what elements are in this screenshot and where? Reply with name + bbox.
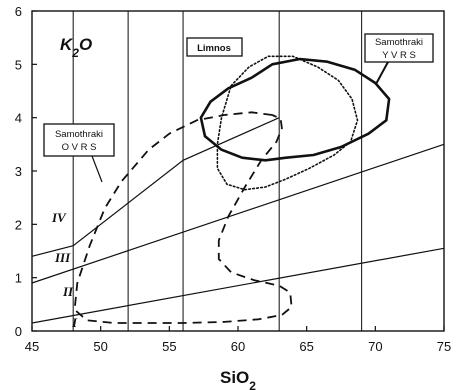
y-tick-label-6: 6 — [15, 4, 22, 19]
label-yvrs-line2: Y V R S — [382, 50, 416, 61]
plot-frame — [31, 10, 445, 332]
x-tick-label-60: 60 — [231, 339, 245, 354]
y-tick-label-1: 1 — [15, 271, 22, 286]
x-tick-label-55: 55 — [162, 339, 176, 354]
label-box-limnos-frame — [186, 37, 243, 57]
field-limnos — [216, 55, 359, 191]
label-yvrs-leader — [375, 61, 389, 85]
y-tick-label-5: 5 — [15, 57, 22, 72]
boundary-line-3 — [31, 117, 280, 257]
y-tick-label-2: 2 — [15, 217, 22, 232]
label-box-ovrs-frame — [43, 123, 115, 157]
y-tick-label-3: 3 — [15, 164, 22, 179]
label-box-limnos: Limnos — [186, 37, 243, 57]
x-tick-label-65: 65 — [299, 339, 313, 354]
x-tick-label-70: 70 — [368, 339, 382, 354]
series-label-iii: III — [54, 250, 71, 265]
label-box-ovrs: Samothraki O V R S — [43, 123, 115, 183]
boundary-lines — [31, 117, 445, 324]
label-ovrs-line1: Samothraki — [55, 129, 103, 140]
vertical-gridlines — [72, 11, 363, 331]
x-tick-label-50: 50 — [93, 339, 107, 354]
series-label-iv: IV — [51, 210, 67, 225]
compositional-fields — [73, 55, 391, 324]
x-axis-title: SiO2 — [220, 368, 256, 390]
panel-label: K2O — [60, 35, 92, 60]
x-tick-label-45: 45 — [25, 339, 39, 354]
plot-background — [32, 11, 444, 331]
label-ovrs-leader — [91, 155, 103, 183]
svg-text:SiO2: SiO2 — [220, 368, 256, 390]
label-box-yvrs-frame — [364, 33, 434, 63]
field-samothraki-ovrs — [73, 111, 293, 324]
label-yvrs-line1: Samothraki — [375, 37, 423, 48]
label-box-yvrs: Samothraki Y V R S — [364, 33, 434, 85]
svg-text:K2O: K2O — [60, 35, 92, 60]
boundary-line-1 — [31, 247, 445, 324]
label-limnos: Limnos — [197, 43, 231, 54]
series-label-i: I — [71, 315, 78, 330]
x-tick-label-75: 75 — [437, 339, 451, 354]
boundary-line-2 — [31, 143, 445, 284]
series-label-ii: II — [62, 284, 74, 299]
label-ovrs-line2: O V R S — [62, 142, 97, 153]
field-samothraki-yvrs — [199, 57, 391, 162]
y-tick-label-0: 0 — [15, 324, 22, 339]
y-tick-label-4: 4 — [15, 111, 22, 126]
